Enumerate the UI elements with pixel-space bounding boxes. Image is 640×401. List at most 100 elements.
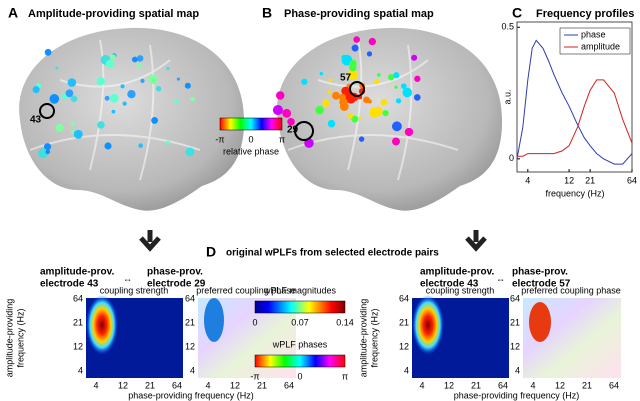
electrode-dot	[347, 69, 359, 81]
x-tick-label: 12	[564, 175, 574, 185]
electrode-dot	[351, 44, 359, 52]
colorbar-tick: π	[279, 134, 285, 144]
electrode-dot	[369, 107, 380, 118]
decoration	[254, 354, 346, 368]
colorbar-tick: 0.14	[336, 317, 354, 327]
electrode-dot	[276, 91, 285, 100]
x-axis-label: phase-providing frequency (Hz)	[128, 390, 254, 400]
electrode-dot	[366, 51, 373, 57]
y-tick-label: 21	[185, 317, 195, 327]
y-tick-label: 64	[73, 293, 83, 303]
panel-label: B	[262, 5, 272, 21]
electrode-dot	[374, 79, 380, 85]
colorbar-tick: 0.07	[291, 317, 309, 327]
electrode-label: 57	[340, 73, 352, 84]
panel-label: C	[512, 5, 522, 21]
legend-box	[559, 27, 631, 55]
electrode-dot	[287, 117, 295, 126]
x-tick-label: 12	[555, 380, 565, 390]
decoration	[139, 230, 161, 252]
y-tick-label: 0.5	[501, 22, 514, 32]
electrode-title: amplitude-prov.	[40, 267, 114, 278]
decoration	[465, 230, 487, 252]
electrode-label: 29	[287, 125, 299, 136]
decoration	[349, 81, 365, 97]
electrode-dot	[392, 137, 400, 146]
y-axis-label: frequency (Hz)	[15, 308, 25, 367]
line	[516, 39, 633, 165]
decoration	[529, 302, 551, 342]
electrode-dot	[368, 37, 377, 46]
electrode-dot	[282, 108, 292, 118]
electrode-dot	[174, 99, 179, 105]
x-axis-label: frequency (Hz)	[545, 188, 604, 198]
electrode-dot	[184, 82, 191, 89]
arrow: ↔	[123, 273, 132, 283]
y-tick-label: 21	[399, 317, 409, 327]
electrode-dot	[380, 98, 388, 106]
colorbar-title: wPLF phases	[272, 339, 328, 349]
decoration: 4 12 21 64 0 0.5 phase amplitude	[501, 22, 637, 186]
electrode-dot	[328, 78, 333, 83]
electrode-title: phase-prov.	[147, 267, 203, 278]
electrode-dot	[45, 149, 51, 155]
electrode-dot	[176, 77, 180, 81]
panel-title: Phase-providing spatial map	[284, 8, 434, 20]
y-tick-label: 21	[73, 317, 83, 327]
electrode-dot	[407, 90, 412, 95]
y-tick-label: 12	[399, 341, 409, 351]
y-axis-label: amplitude-providing	[358, 299, 368, 378]
heatmap-subtitle: preferred coupling phase	[521, 285, 621, 295]
electrode-dot	[358, 136, 365, 142]
y-tick-label: 64	[399, 293, 409, 303]
electrode-dot	[104, 95, 110, 101]
electrode-dot	[332, 91, 341, 100]
decoration	[287, 39, 459, 181]
electrode-dot	[44, 48, 52, 56]
electrode-dot	[351, 115, 359, 123]
colorbar-tick: 0	[248, 134, 253, 144]
y-tick-label: 21	[510, 317, 520, 327]
electrode-dot	[367, 99, 372, 104]
electrode-dot	[393, 72, 400, 79]
colorbar-tick: 0	[252, 317, 257, 327]
electrode-dot	[404, 127, 414, 137]
x-tick-label: 4	[525, 175, 530, 185]
x-tick-label: 21	[585, 175, 595, 185]
panel-label: D	[206, 244, 216, 260]
electrode-title: electrode 29	[147, 279, 206, 290]
decoration: amplitude-prov. phase-prov. amplitude-prov…	[4, 267, 620, 401]
electrode-label: 43	[30, 115, 42, 126]
line	[517, 79, 633, 157]
decoration	[86, 295, 118, 355]
electrode-dot	[414, 94, 421, 101]
electrode-dot	[97, 121, 105, 129]
electrode-dot	[111, 109, 116, 114]
chart-title: Frequency profiles	[536, 8, 634, 20]
decoration	[412, 295, 444, 355]
electrode-dot	[131, 56, 138, 63]
electrode-dot	[382, 109, 389, 117]
decoration	[277, 27, 503, 211]
electrode-dot	[394, 85, 398, 89]
y-tick-label: 64	[185, 293, 195, 303]
decoration	[32, 48, 196, 159]
x-tick-label: 64	[498, 380, 508, 390]
x-axis-label: phase-providing frequency (Hz)	[454, 390, 580, 400]
colorbar-tick: π	[342, 371, 348, 381]
x-tick-label: 64	[172, 380, 182, 390]
electrode-dot	[120, 84, 125, 89]
y-tick-label: 64	[510, 293, 520, 303]
electrode-dot	[387, 74, 395, 81]
electrode-dot	[376, 73, 381, 77]
electrode-dot	[136, 55, 144, 62]
electrode-dot	[165, 140, 170, 145]
electrode-dot	[349, 59, 357, 68]
electrode-dot	[122, 101, 127, 106]
electrode-dot	[96, 77, 105, 86]
electrode-dot	[272, 105, 283, 116]
colorbar-tick: -π	[250, 371, 259, 381]
electrode-dot	[395, 98, 402, 104]
electrode-dot	[414, 75, 421, 82]
